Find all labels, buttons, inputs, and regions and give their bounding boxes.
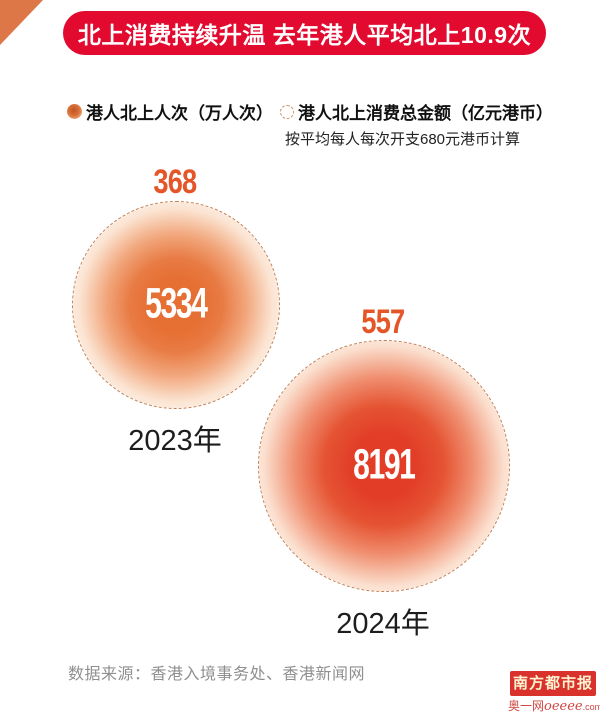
bubble-2023: 5334 xyxy=(72,201,280,409)
spending-value-2024: 557 xyxy=(361,303,405,341)
legend-item-spending: 港人北上消费总金额（亿元港币） xyxy=(280,99,553,124)
legend-item-visits: 港人北上人次（万人次） xyxy=(67,99,273,124)
site-tld: .com xyxy=(582,702,600,712)
year-label-2024: 2024年 xyxy=(336,608,430,640)
page-title: 北上消费持续升温 去年港人平均北上10.9次 xyxy=(77,22,532,48)
spending-value-2023: 368 xyxy=(153,163,197,201)
bubble-2023-gradient xyxy=(73,202,279,408)
website-logo: 奥一网oeeee.com xyxy=(508,697,600,714)
visits-value-2023: 5334 xyxy=(145,279,208,328)
bubble-2024: 8191 xyxy=(258,340,510,592)
year-label-2023: 2023年 xyxy=(128,425,222,457)
legend-label-spending: 港人北上消费总金额（亿元港币） xyxy=(298,104,553,123)
newspaper-logo: 南方都市报 奥一网oeeee.com xyxy=(508,671,600,714)
site-brand: oeeee xyxy=(544,699,583,714)
calculation-note: 按平均每人每次开支680元港币计算 xyxy=(285,131,521,148)
filled-gradient-dot-icon xyxy=(67,104,82,119)
legend-label-visits: 港人北上人次（万人次） xyxy=(86,104,273,123)
dashed-circle-icon xyxy=(280,104,294,119)
data-source-text: 数据来源：香港入境事务处、香港新闻网 xyxy=(68,666,366,683)
legend: 港人北上人次（万人次） 港人北上消费总金额（亿元港币） xyxy=(67,99,560,124)
title-banner: 北上消费持续升温 去年港人平均北上10.9次 xyxy=(63,11,546,55)
site-prefix: 奥一网 xyxy=(508,699,545,713)
corner-triangle-decoration xyxy=(0,0,43,45)
bubble-2024-gradient xyxy=(259,341,509,591)
masthead-logo: 南方都市报 xyxy=(510,671,596,696)
visits-value-2024: 8191 xyxy=(353,440,416,489)
